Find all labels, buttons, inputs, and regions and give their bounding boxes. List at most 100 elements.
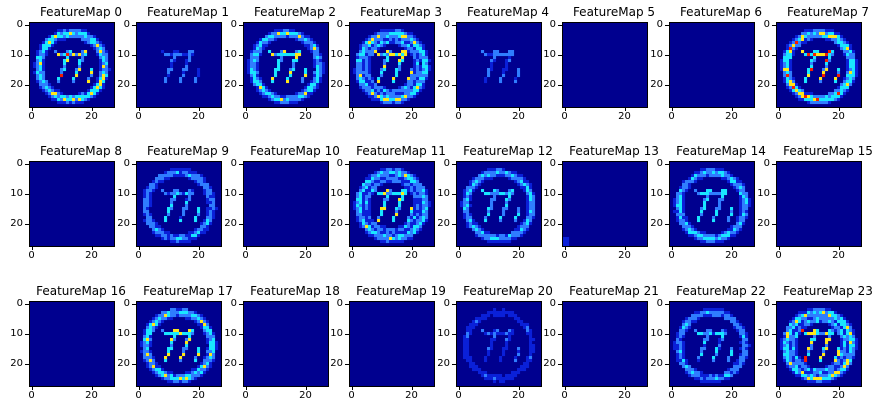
panel-title: FeatureMap 15 <box>783 144 873 158</box>
y-tick <box>558 363 562 365</box>
feature-map-frame <box>349 301 435 387</box>
x-tick <box>731 107 733 111</box>
y-tick <box>558 84 562 86</box>
feature-map-frame <box>669 22 755 108</box>
y-tick <box>25 303 29 305</box>
x-tick-label: 20 <box>192 250 205 261</box>
y-tick <box>558 163 562 165</box>
y-tick-label: 10 <box>117 327 130 339</box>
x-tick-label: 0 <box>455 390 462 401</box>
y-tick-label: 10 <box>757 48 770 60</box>
y-tick <box>25 84 29 86</box>
feature-map-image <box>670 302 754 386</box>
x-tick-label: 20 <box>405 390 418 401</box>
y-tick-label: 10 <box>543 187 556 199</box>
y-tick-label: 10 <box>10 327 23 339</box>
panel-title: FeatureMap 10 <box>250 144 340 158</box>
x-tick-label: 20 <box>618 111 631 122</box>
y-tick-label: 20 <box>224 217 237 229</box>
y-tick-label: 0 <box>336 297 343 309</box>
x-tick-label: 0 <box>775 390 782 401</box>
feature-map-image <box>457 23 541 107</box>
y-tick <box>772 193 776 195</box>
feature-map-panel: FeatureMap 6 0 10 20 0 20 <box>650 4 773 124</box>
y-tick-label: 20 <box>117 357 130 369</box>
x-tick <box>624 107 626 111</box>
feature-map-image <box>563 302 647 386</box>
y-tick <box>558 193 562 195</box>
feature-map-frame <box>136 301 222 387</box>
panel-title: FeatureMap 4 <box>466 5 550 19</box>
y-tick <box>25 223 29 225</box>
x-tick-label: 20 <box>299 111 312 122</box>
panel-title: FeatureMap 8 <box>39 144 123 158</box>
y-tick <box>558 54 562 56</box>
y-tick-label: 0 <box>549 297 556 309</box>
y-tick-label: 10 <box>650 187 663 199</box>
y-tick-label: 20 <box>757 78 770 90</box>
y-tick-label: 20 <box>10 357 23 369</box>
y-tick <box>132 193 136 195</box>
y-tick-label: 10 <box>224 187 237 199</box>
x-tick-label: 0 <box>348 390 355 401</box>
y-tick-label: 10 <box>650 327 663 339</box>
feature-map-image <box>30 162 114 246</box>
y-tick-label: 20 <box>543 78 556 90</box>
y-tick <box>452 303 456 305</box>
y-tick <box>558 24 562 26</box>
y-tick-label: 0 <box>549 157 556 169</box>
x-tick-label: 20 <box>618 390 631 401</box>
y-tick <box>558 303 562 305</box>
feature-map-panel: FeatureMap 8 0 10 20 0 20 <box>10 143 133 263</box>
feature-map-frame <box>136 22 222 108</box>
feature-map-image <box>137 162 221 246</box>
x-tick-label: 20 <box>725 250 738 261</box>
y-tick-label: 10 <box>330 327 343 339</box>
x-tick-label: 0 <box>135 390 142 401</box>
y-tick <box>345 303 349 305</box>
x-tick <box>91 107 93 111</box>
y-tick <box>452 54 456 56</box>
y-tick-label: 0 <box>123 18 130 30</box>
feature-map-panel: FeatureMap 9 0 10 20 0 20 <box>117 143 240 263</box>
y-tick-label: 20 <box>224 357 237 369</box>
feature-map-frame <box>349 22 435 108</box>
y-tick-label: 0 <box>656 157 663 169</box>
x-tick <box>31 107 33 111</box>
x-tick-label: 0 <box>561 111 568 122</box>
y-tick-label: 0 <box>16 18 23 30</box>
y-tick <box>345 24 349 26</box>
y-tick <box>665 193 669 195</box>
y-tick <box>452 84 456 86</box>
y-tick-label: 10 <box>224 327 237 339</box>
y-tick <box>132 363 136 365</box>
feature-map-panel: FeatureMap 15 0 10 20 0 20 <box>757 143 874 263</box>
feature-map-image <box>30 23 114 107</box>
x-tick <box>31 386 33 390</box>
feature-map-frame <box>456 301 542 387</box>
y-tick <box>772 223 776 225</box>
y-tick-label: 20 <box>757 217 770 229</box>
feature-map-frame <box>136 161 222 247</box>
feature-map-panel: FeatureMap 5 0 10 20 0 20 <box>543 4 666 124</box>
y-tick <box>772 333 776 335</box>
panel-title: FeatureMap 17 <box>143 284 233 298</box>
x-tick-label: 0 <box>348 250 355 261</box>
feature-map-frame <box>29 161 115 247</box>
feature-map-frame <box>349 161 435 247</box>
y-tick-label: 0 <box>230 18 237 30</box>
feature-map-image <box>777 23 861 107</box>
x-tick-label: 20 <box>85 250 98 261</box>
feature-map-panel: FeatureMap 2 0 10 20 0 20 <box>224 4 347 124</box>
y-tick-label: 10 <box>117 48 130 60</box>
y-tick-label: 10 <box>437 327 450 339</box>
x-tick <box>518 386 520 390</box>
panel-title: FeatureMap 21 <box>569 284 659 298</box>
feature-map-frame <box>776 161 862 247</box>
x-tick <box>624 246 626 250</box>
x-tick-label: 20 <box>832 250 845 261</box>
x-tick <box>518 107 520 111</box>
panel-title: FeatureMap 5 <box>572 5 656 19</box>
x-tick <box>458 246 460 250</box>
y-tick-label: 20 <box>117 78 130 90</box>
